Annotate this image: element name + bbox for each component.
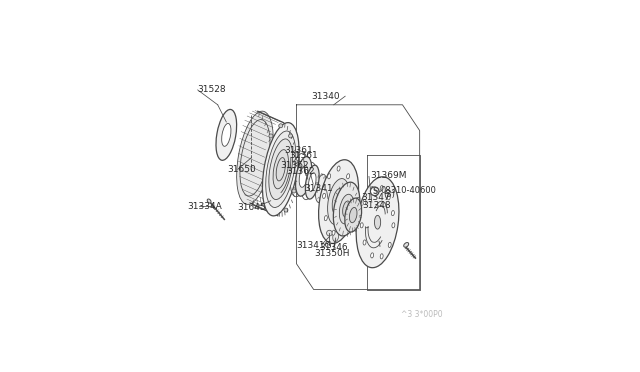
Text: 31650: 31650 — [228, 165, 257, 174]
Text: 08310-40600: 08310-40600 — [381, 186, 436, 195]
Ellipse shape — [289, 134, 292, 138]
Ellipse shape — [356, 177, 399, 268]
Ellipse shape — [392, 211, 394, 216]
Ellipse shape — [342, 201, 351, 217]
Ellipse shape — [387, 195, 390, 200]
Ellipse shape — [371, 186, 374, 192]
Ellipse shape — [328, 179, 349, 225]
Text: 31341G: 31341G — [296, 241, 332, 250]
Ellipse shape — [360, 223, 363, 228]
Text: 31369M: 31369M — [371, 171, 407, 180]
Ellipse shape — [284, 208, 288, 212]
Ellipse shape — [392, 223, 395, 228]
Text: 31361: 31361 — [290, 151, 318, 160]
Ellipse shape — [305, 165, 319, 199]
Text: 31362: 31362 — [286, 167, 315, 176]
Ellipse shape — [345, 198, 362, 232]
Text: 31340: 31340 — [311, 92, 339, 101]
Ellipse shape — [296, 157, 312, 196]
Ellipse shape — [319, 160, 358, 244]
Ellipse shape — [279, 124, 283, 128]
Ellipse shape — [326, 230, 332, 236]
Text: 31348: 31348 — [362, 201, 391, 209]
Ellipse shape — [371, 253, 374, 258]
Ellipse shape — [363, 199, 366, 205]
Ellipse shape — [269, 139, 292, 199]
Text: S: S — [372, 187, 378, 196]
Ellipse shape — [269, 134, 273, 138]
Ellipse shape — [380, 186, 383, 191]
Text: 31347: 31347 — [361, 193, 390, 202]
Ellipse shape — [207, 199, 211, 203]
Ellipse shape — [262, 123, 299, 216]
Text: ^3 3*00P0: ^3 3*00P0 — [401, 310, 443, 319]
Ellipse shape — [333, 182, 360, 236]
Text: 31528: 31528 — [198, 86, 227, 94]
Ellipse shape — [221, 124, 231, 146]
Ellipse shape — [350, 216, 353, 221]
Text: 31341: 31341 — [305, 184, 333, 193]
Ellipse shape — [216, 109, 237, 160]
Ellipse shape — [404, 243, 409, 247]
Text: 31645: 31645 — [238, 203, 266, 212]
Ellipse shape — [347, 174, 349, 179]
Text: 31361: 31361 — [284, 145, 313, 154]
Ellipse shape — [342, 230, 345, 235]
Ellipse shape — [273, 150, 289, 189]
Ellipse shape — [316, 174, 327, 203]
Ellipse shape — [276, 158, 285, 181]
Ellipse shape — [332, 188, 345, 215]
Text: 31362: 31362 — [280, 161, 309, 170]
Ellipse shape — [337, 166, 340, 171]
Ellipse shape — [324, 216, 327, 221]
Ellipse shape — [363, 240, 366, 245]
Ellipse shape — [333, 231, 339, 242]
Text: 31334A: 31334A — [188, 202, 222, 211]
Ellipse shape — [388, 242, 391, 247]
Ellipse shape — [292, 189, 296, 193]
Ellipse shape — [299, 166, 308, 187]
Text: 31350H: 31350H — [314, 248, 349, 258]
Ellipse shape — [237, 111, 273, 205]
Ellipse shape — [380, 254, 383, 259]
Text: 31346: 31346 — [319, 243, 348, 251]
Ellipse shape — [328, 174, 331, 179]
Ellipse shape — [323, 193, 326, 198]
Ellipse shape — [266, 131, 296, 208]
Ellipse shape — [374, 215, 381, 229]
Ellipse shape — [351, 193, 355, 198]
Ellipse shape — [332, 230, 335, 235]
Text: (3): (3) — [383, 190, 395, 199]
Ellipse shape — [308, 173, 316, 192]
Circle shape — [371, 187, 379, 196]
Ellipse shape — [339, 194, 354, 224]
Ellipse shape — [294, 160, 298, 164]
Ellipse shape — [349, 208, 357, 223]
